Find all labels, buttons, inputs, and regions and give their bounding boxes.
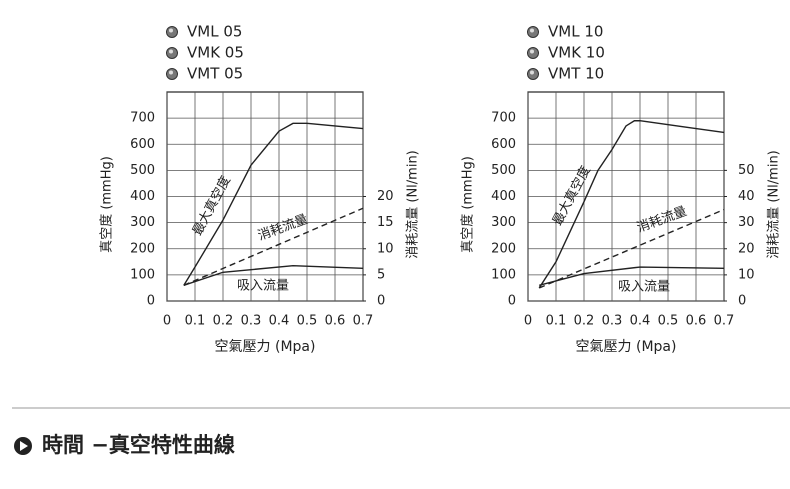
series-label: 消耗流量 xyxy=(635,204,689,236)
y-tick-label: 0 xyxy=(508,294,516,309)
model-label: VML 10 xyxy=(548,23,603,41)
section-title: 時間 −真空特性曲線 xyxy=(42,433,235,457)
x-tick-label: 0.1 xyxy=(546,314,567,329)
y2-axis-label: 消耗流量 (Nl/min) xyxy=(767,150,782,259)
y-tick-label: 200 xyxy=(130,241,155,256)
y-tick-label: 0 xyxy=(147,294,155,309)
x-tick-label: 0.4 xyxy=(269,314,290,329)
x-tick-label: 0.6 xyxy=(686,314,707,329)
y-axis-label: 真空度 (mmHg) xyxy=(99,156,115,253)
y-tick-label: 200 xyxy=(491,241,516,256)
series-label: 最大真空度 xyxy=(189,173,234,238)
x-tick-label: 0.5 xyxy=(658,314,679,329)
y-tick-label: 400 xyxy=(491,189,516,204)
y2-tick-label: 5 xyxy=(377,267,385,282)
y2-tick-label: 10 xyxy=(377,241,394,256)
model-label: VMK 10 xyxy=(548,44,605,62)
y2-tick-label: 30 xyxy=(738,215,755,230)
y2-tick-label: 10 xyxy=(738,267,755,282)
y-tick-label: 600 xyxy=(491,137,516,152)
y2-tick-label: 20 xyxy=(738,241,755,256)
series-label: 吸入流量 xyxy=(618,280,670,295)
series-label: 消耗流量 xyxy=(256,212,310,244)
x-tick-label: 0.3 xyxy=(241,314,262,329)
series-line xyxy=(183,265,364,286)
series-line xyxy=(183,207,364,286)
y-tick-label: 100 xyxy=(491,267,516,282)
y-axis-label: 真空度 (mmHg) xyxy=(460,156,476,253)
model-label: VMT 05 xyxy=(187,65,243,83)
y-tick-label: 500 xyxy=(491,163,516,178)
x-axis-label: 空氣壓力 (Mpa) xyxy=(215,339,316,355)
y2-tick-label: 0 xyxy=(738,294,746,309)
x-tick-label: 0.7 xyxy=(353,314,374,329)
y2-tick-label: 0 xyxy=(377,294,385,309)
y2-tick-label: 40 xyxy=(738,189,755,204)
x-tick-label: 0.1 xyxy=(185,314,206,329)
model-bullet-shine xyxy=(530,70,534,75)
x-tick-label: 0.5 xyxy=(297,314,318,329)
series-line xyxy=(538,120,725,289)
model-bullet-shine xyxy=(530,49,534,54)
y-tick-label: 700 xyxy=(491,111,516,126)
x-tick-label: 0.7 xyxy=(714,314,735,329)
y-tick-label: 500 xyxy=(130,163,155,178)
y2-tick-label: 15 xyxy=(377,215,394,230)
series-line xyxy=(538,208,725,289)
y-tick-label: 100 xyxy=(130,267,155,282)
x-tick-label: 0.2 xyxy=(574,314,595,329)
x-tick-label: 0.6 xyxy=(325,314,346,329)
model-label: VML 05 xyxy=(187,23,242,41)
x-tick-label: 0 xyxy=(524,314,532,329)
series-line xyxy=(539,266,725,287)
model-label: VMK 05 xyxy=(187,44,244,62)
series-label: 吸入流量 xyxy=(237,279,289,294)
x-tick-label: 0.3 xyxy=(602,314,623,329)
x-tick-label: 0 xyxy=(163,314,171,329)
x-axis-label: 空氣壓力 (Mpa) xyxy=(576,339,677,355)
y-tick-label: 400 xyxy=(130,189,155,204)
x-tick-label: 0.2 xyxy=(213,314,234,329)
y2-tick-label: 50 xyxy=(738,163,755,178)
y2-axis-label: 消耗流量 (Nl/min) xyxy=(406,150,421,259)
y-tick-label: 600 xyxy=(130,137,155,152)
model-label: VMT 10 xyxy=(548,65,604,83)
series-line xyxy=(183,122,364,286)
x-tick-label: 0.4 xyxy=(630,314,651,329)
model-bullet-shine xyxy=(530,28,534,33)
model-bullet-shine xyxy=(169,70,173,75)
y-tick-label: 300 xyxy=(130,215,155,230)
model-bullet-shine xyxy=(169,28,173,33)
section-icon-arrow xyxy=(20,441,28,451)
y2-tick-label: 20 xyxy=(377,189,394,204)
model-bullet-shine xyxy=(169,49,173,54)
y-tick-label: 300 xyxy=(491,215,516,230)
y-tick-label: 700 xyxy=(130,111,155,126)
